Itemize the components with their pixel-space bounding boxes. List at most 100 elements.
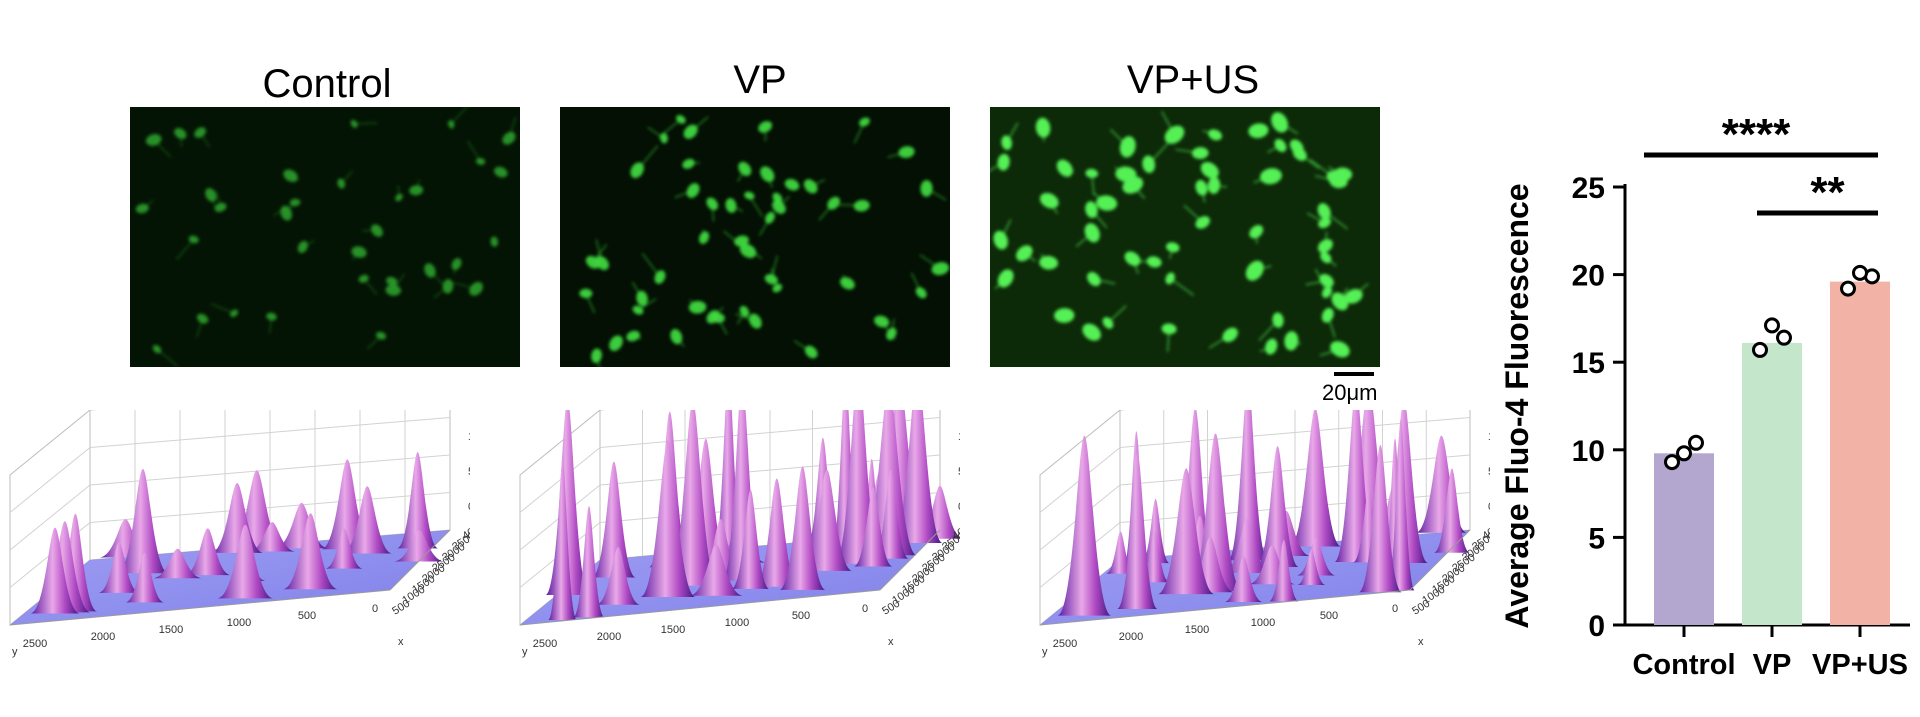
y-tick-label: 2000 [91, 631, 115, 643]
cell [931, 262, 949, 276]
frame-edge [519, 589, 881, 626]
cell [490, 236, 499, 247]
cell [266, 312, 277, 321]
surface-peak [394, 530, 445, 562]
y-tick-label: 2000 [597, 631, 621, 643]
cell [632, 305, 644, 315]
cell [1001, 135, 1012, 150]
grid-line [519, 447, 601, 513]
cell [738, 161, 752, 177]
cell [502, 131, 516, 145]
cell [1245, 260, 1264, 281]
z-tick-label: 0 [958, 501, 960, 513]
y-tick-label: 2500 [23, 638, 47, 650]
cell [739, 243, 757, 258]
surface-peak [892, 410, 943, 544]
surface-peak [217, 524, 274, 599]
cell [448, 120, 455, 129]
cell [1292, 147, 1307, 161]
cell [230, 309, 239, 317]
cell [475, 158, 486, 165]
surface-peak [1289, 410, 1341, 547]
cell [683, 124, 698, 139]
x-tick-label: 4000 [1480, 519, 1490, 542]
cell [840, 277, 855, 290]
cell [784, 178, 800, 191]
cell [1271, 112, 1289, 133]
x-tick-label: Control [1632, 649, 1735, 681]
cell [579, 288, 593, 299]
cell [772, 200, 786, 214]
surface-peak [211, 483, 263, 553]
cell [609, 335, 623, 351]
cell [997, 153, 1010, 171]
cell-process [175, 238, 195, 261]
surface-peak [1228, 410, 1268, 561]
cell [997, 269, 1014, 288]
surface-peak [1188, 433, 1243, 592]
cell [915, 287, 927, 299]
y-tick-label: 15 [1572, 347, 1605, 380]
cell [760, 166, 775, 182]
cell [297, 240, 308, 254]
cell [1085, 168, 1099, 178]
y-tick-label: 0 [1588, 610, 1605, 643]
data-point [1664, 454, 1680, 471]
y-axis-label: Average Fluo-4 Fluorescence [1500, 183, 1535, 628]
y-tick-label: 1000 [227, 617, 251, 629]
z-tick-label: 50 [1488, 466, 1490, 478]
y-tick-label: 500 [792, 610, 810, 622]
surface-peak [689, 544, 743, 596]
cell [152, 344, 162, 354]
y-axis-label: y [522, 646, 528, 658]
cell [351, 246, 367, 258]
panel-title-vp-us: VP+US [1126, 58, 1260, 102]
bar-chart: 0 5 10 15 20 25 Average Fluo-4 Fluorescence Con… [1500, 110, 1910, 681]
cell-process [1169, 277, 1195, 296]
cell [376, 331, 387, 340]
grid-line [89, 417, 451, 448]
cell [765, 211, 775, 224]
cell [886, 327, 897, 341]
cell [706, 197, 719, 211]
z-tick-label: 0 [468, 501, 470, 513]
cell [1248, 123, 1269, 139]
z-tick-label: 0 [1488, 501, 1490, 513]
cell [1087, 271, 1101, 287]
cell [626, 330, 641, 342]
x-tick-label: 4000 [950, 519, 960, 542]
surface-peak [184, 528, 231, 576]
y-tick-label: 2500 [1053, 638, 1077, 650]
y-axis-label: y [12, 646, 18, 658]
x-tick-label: VP+US [1812, 649, 1908, 681]
surface-peak [1223, 518, 1271, 573]
surface-peak [873, 469, 909, 559]
y-tick-label: 0 [862, 603, 868, 615]
surface-peak [98, 542, 140, 593]
cell [135, 203, 149, 214]
x-axis-label: x [398, 636, 404, 648]
cell-process [658, 118, 682, 139]
surface-peak [1057, 435, 1112, 616]
y-tick-label: 500 [1320, 610, 1338, 622]
grid-line [9, 484, 91, 551]
cell [196, 313, 209, 324]
frame-edge [9, 589, 391, 626]
cell [283, 169, 298, 182]
cell [1054, 308, 1075, 323]
cell [744, 191, 755, 200]
cell [734, 235, 749, 247]
data-point [1776, 329, 1792, 346]
cell [1166, 242, 1180, 253]
cell [688, 300, 707, 314]
cell [194, 127, 206, 138]
surface-peak [1269, 540, 1299, 602]
surface-peak [283, 513, 338, 590]
cell [1082, 323, 1101, 341]
surface-peak [117, 468, 169, 574]
cell [451, 258, 462, 270]
cell [358, 274, 369, 283]
cell [1102, 317, 1114, 329]
cell [1016, 245, 1033, 262]
